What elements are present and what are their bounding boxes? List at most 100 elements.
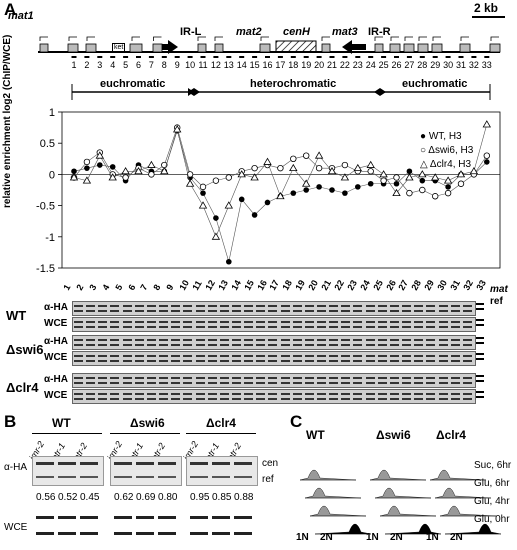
- gene-arrow: [153, 36, 162, 41]
- gel-band: [462, 393, 472, 395]
- gel-band: [110, 398, 120, 400]
- gel-band: [231, 360, 241, 362]
- gene-box: [129, 43, 143, 53]
- gel-band: [329, 360, 339, 362]
- gel-band: [74, 382, 83, 384]
- gel-lane-label: WCE: [44, 390, 68, 401]
- gel-band: [317, 321, 326, 323]
- gel-band: [280, 305, 290, 307]
- gel-band: [219, 339, 229, 341]
- gel-band: [195, 393, 205, 395]
- gel-band: [426, 305, 436, 307]
- mat2-label: mat2: [236, 26, 262, 38]
- wt-point: [406, 168, 413, 175]
- wt-point: [264, 199, 271, 206]
- gel-band: [98, 360, 108, 362]
- gel-band: [268, 326, 278, 328]
- gel-marker: [476, 391, 484, 393]
- gel-band: [183, 326, 193, 328]
- gel-band: [146, 305, 156, 307]
- gel-strip: [72, 351, 476, 366]
- gel-band: [317, 326, 326, 328]
- gene-arrow: [68, 36, 77, 41]
- position-tick: [419, 56, 425, 58]
- position-number: 9: [175, 60, 180, 70]
- panel-b-band: [114, 516, 132, 519]
- gel-band: [256, 360, 266, 362]
- gel-band: [86, 398, 96, 400]
- gel-marker: [476, 396, 484, 398]
- gel-band: [171, 377, 181, 379]
- panel-b-strain: Δclr4: [206, 416, 236, 430]
- gene-arrow: [197, 36, 206, 41]
- panel-c-condition: Suc, 6hr: [474, 460, 512, 471]
- gel-band: [304, 326, 314, 328]
- panel-b-divider: [110, 433, 180, 434]
- gel-band: [219, 377, 229, 379]
- gel-band: [159, 398, 169, 400]
- gel-band: [317, 382, 326, 384]
- gel-band: [134, 360, 144, 362]
- clr4-point: [379, 170, 388, 178]
- gene-arrow: [86, 36, 95, 41]
- gel-band: [146, 326, 156, 328]
- gel-band: [256, 305, 266, 307]
- swi6-point: [393, 174, 400, 181]
- gel-band: [365, 355, 375, 357]
- position-number: 28: [417, 60, 427, 70]
- gel-band: [402, 360, 412, 362]
- position-tick: [290, 56, 296, 58]
- gel-band: [402, 339, 412, 341]
- mat1-label: mat1: [8, 10, 34, 22]
- gel-band: [414, 305, 424, 307]
- panel-b-band: [190, 532, 208, 535]
- gel-band: [256, 344, 266, 346]
- gel-band: [98, 393, 108, 395]
- gel-band: [219, 321, 229, 323]
- gel-band: [244, 393, 254, 395]
- gel-band: [98, 398, 108, 400]
- gel-band: [353, 326, 363, 328]
- histogram: [429, 469, 487, 481]
- gel-band: [183, 310, 193, 312]
- panel-b-band: [58, 476, 76, 478]
- gel-band: [462, 339, 472, 341]
- clr4-point: [340, 173, 350, 181]
- gel-band: [159, 321, 169, 323]
- panel-b-band: [158, 532, 176, 535]
- clr4-point: [224, 201, 233, 209]
- panel-b-band: [212, 476, 230, 478]
- position-tick: [174, 56, 180, 58]
- gel-band: [122, 355, 132, 357]
- gel-band: [195, 360, 205, 362]
- gel-band: [292, 339, 302, 341]
- gene-box: [259, 43, 271, 53]
- panel-b-gel-bottom: [32, 510, 104, 542]
- wt-point: [213, 215, 219, 221]
- swi6-point: [199, 183, 207, 191]
- panel-b-band: [158, 476, 176, 478]
- gel-band: [377, 305, 387, 307]
- gel-band: [438, 360, 448, 362]
- chart-frame: [61, 111, 501, 269]
- panel-b-band: [114, 462, 132, 465]
- gel-band: [426, 339, 436, 341]
- gel-band: [231, 398, 241, 400]
- gene-box: [152, 43, 163, 53]
- gel-band: [207, 305, 217, 307]
- panel-b-band: [136, 462, 154, 465]
- gel-band: [329, 355, 339, 357]
- gel-band: [219, 305, 229, 307]
- gel-band: [134, 339, 144, 341]
- gel-band: [304, 398, 314, 400]
- gel-band: [462, 326, 472, 328]
- gel-band: [304, 355, 314, 357]
- histogram: [444, 523, 502, 535]
- gel-ref-label: ref: [490, 296, 503, 307]
- gel-band: [98, 321, 108, 323]
- gel-band: [122, 310, 132, 312]
- gel-band: [74, 326, 83, 328]
- gel-band: [377, 344, 387, 346]
- gel-band: [195, 305, 205, 307]
